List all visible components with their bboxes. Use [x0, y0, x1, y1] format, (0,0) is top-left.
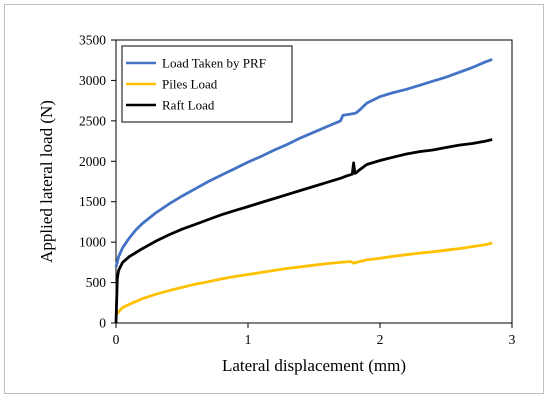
legend: Load Taken by PRF Piles Load Raft Load — [121, 45, 293, 123]
legend-label-prf: Load Taken by PRF — [162, 56, 266, 71]
x-axis-ticks: 0 1 2 3 — [113, 323, 516, 347]
legend-label-piles: Piles Load — [162, 77, 218, 92]
x-tick-label: 0 — [113, 332, 120, 347]
series-line-raft — [114, 138, 493, 324]
y-tick-label: 3500 — [79, 33, 106, 48]
legend-label-raft: Raft Load — [162, 98, 215, 113]
y-tick-label: 1000 — [79, 235, 106, 250]
x-tick-label: 1 — [245, 332, 252, 347]
y-tick-label: 2000 — [79, 154, 106, 169]
y-tick-label: 3000 — [79, 73, 106, 88]
y-tick-label: 0 — [99, 316, 106, 331]
series-layer — [114, 58, 493, 324]
plot-area — [115, 39, 513, 324]
series-line-piles — [114, 241, 493, 317]
series-line-prf — [114, 58, 493, 268]
y-tick-label: 2500 — [79, 113, 106, 128]
y-tick-label: 500 — [86, 275, 107, 290]
y-axis-ticks: 0 500 1000 1500 2000 2500 3000 3500 — [79, 33, 116, 331]
x-tick-label: 2 — [377, 332, 384, 347]
y-axis-title: Applied lateral load (N) — [37, 100, 56, 263]
plot-border — [115, 39, 513, 324]
x-axis-title: Lateral displacement (mm) — [222, 356, 406, 375]
x-tick-label: 3 — [509, 332, 516, 347]
y-tick-label: 1500 — [79, 194, 106, 209]
